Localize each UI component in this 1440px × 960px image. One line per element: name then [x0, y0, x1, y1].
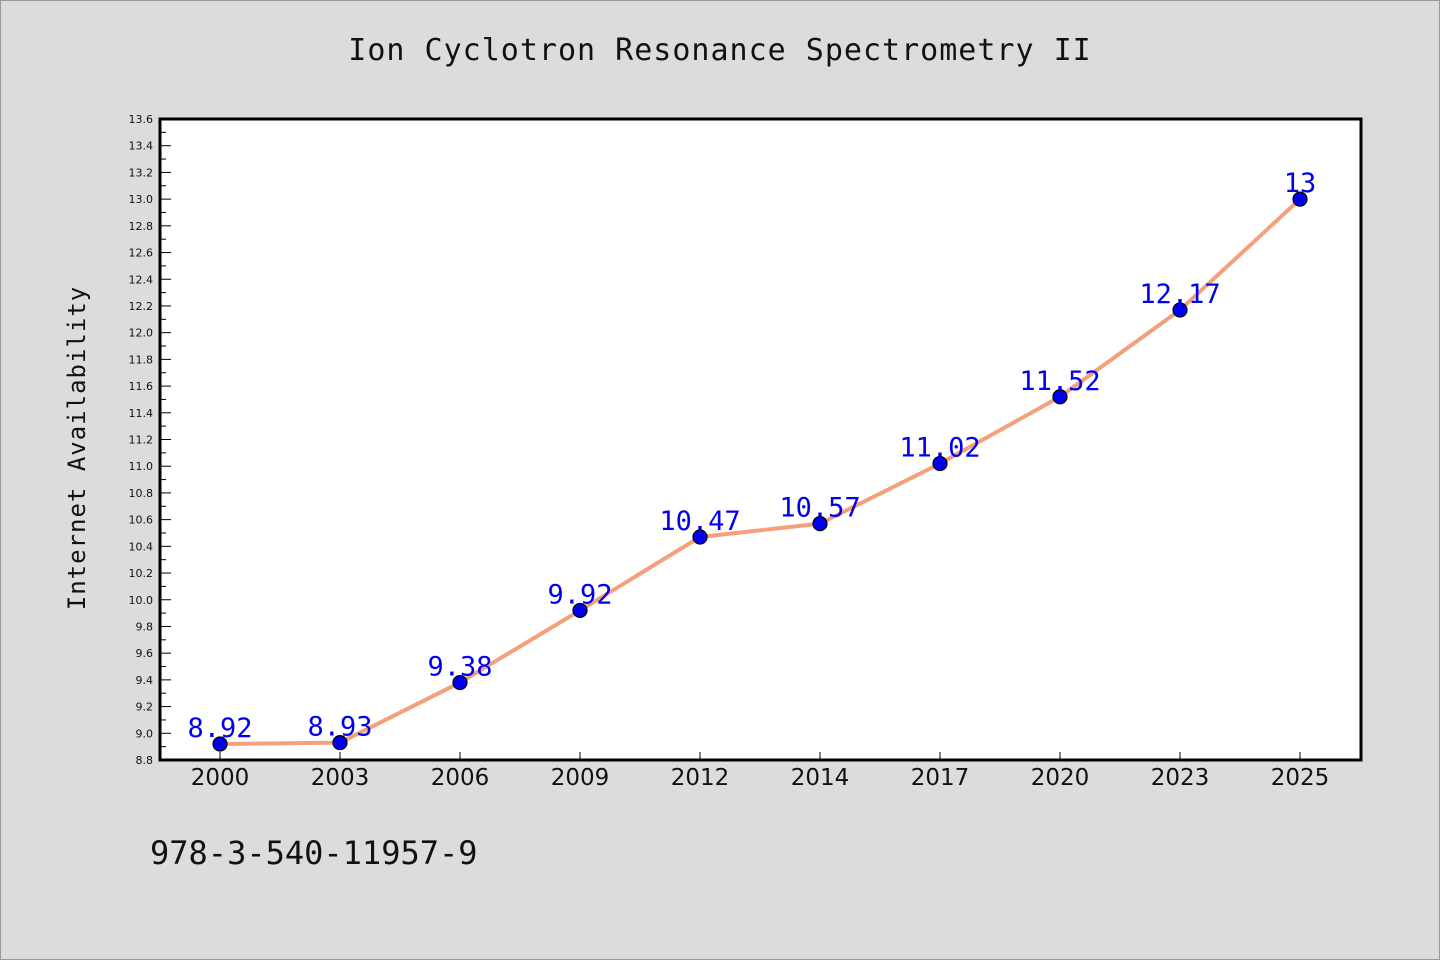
y-tick-label: 12.2: [129, 300, 154, 313]
series-0: 8.92 8.93 9.38 9.92 10.47 10.57 11.02 11.52 12.1…: [187, 168, 1317, 752]
y-tick-label: 9.6: [136, 647, 154, 660]
data-point: [692, 529, 708, 545]
chart-title: Ion Cyclotron Resonance Spectrometry II: [348, 33, 1092, 68]
data-point: [812, 516, 828, 532]
y-tick-label: 9.0: [136, 727, 154, 740]
data-label: 8.93: [307, 712, 372, 743]
data-label: 11.02: [899, 433, 980, 464]
series-line: [218, 197, 1302, 746]
y-tick-label: 13.6: [129, 113, 154, 126]
y-axis: 8.8 9.0 9.2 9.4 9.6 9.8 10.0 10.2 10.4 10.6 10.8 11…: [129, 113, 171, 767]
y-tick-label: 12.0: [129, 327, 154, 340]
data-label: 9.38: [427, 652, 492, 683]
data-label: 8.92: [187, 713, 252, 744]
data-label: 12.17: [1139, 279, 1220, 310]
data-label: 13: [1284, 168, 1317, 199]
y-tick-label: 12.6: [129, 247, 154, 260]
x-tick-label: 2023: [1151, 765, 1210, 791]
y-tick-label: 11.6: [129, 380, 154, 393]
data-label: 9.92: [547, 579, 612, 610]
y-tick-label: 9.4: [136, 674, 154, 687]
data-label: 11.52: [1019, 366, 1100, 397]
x-tick-label: 2006: [431, 765, 490, 791]
y-tick-label: 12.8: [129, 220, 154, 233]
data-label: 10.47: [659, 506, 740, 537]
plot-area: [160, 119, 1361, 760]
data-point: [1052, 389, 1068, 405]
y-tick-label: 10.2: [129, 567, 154, 580]
x-tick-label: 2014: [791, 765, 850, 791]
y-tick-label: 13.2: [129, 166, 154, 179]
x-tick-label: 2020: [1031, 765, 1090, 791]
x-tick-label: 2009: [551, 765, 610, 791]
data-point: [212, 736, 228, 752]
y-tick-label: 10.0: [129, 594, 154, 607]
y-tick-label: 13.4: [129, 140, 154, 153]
x-axis: 2000 2003 2006 2009 2012 2014 2017 2020 2023 2025: [191, 752, 1330, 791]
y-tick-label: 12.4: [129, 273, 154, 286]
data-point: [1172, 302, 1188, 318]
y-tick-label: 11.0: [129, 460, 154, 473]
plot-border: [158, 117, 1363, 762]
x-tick-label: 2012: [671, 765, 730, 791]
y-tick-label: 11.4: [129, 407, 154, 420]
y-tick-label: 10.4: [129, 540, 154, 553]
x-tick-label: 2000: [191, 765, 250, 791]
data-point: [452, 674, 468, 691]
footnote-isbn: 978-3-540-11957-9: [150, 834, 478, 872]
y-tick-label: 8.8: [136, 754, 154, 767]
y-tick-label: 10.6: [129, 514, 154, 527]
y-tick-label: 11.2: [129, 434, 154, 447]
data-point: [572, 602, 588, 619]
x-tick-label: 2025: [1271, 765, 1330, 791]
y-tick-label: 9.2: [136, 701, 154, 714]
data-label: 10.57: [779, 493, 860, 524]
data-point: [332, 735, 348, 751]
y-tick-label: 9.8: [136, 620, 154, 633]
y-tick-label: 10.8: [129, 487, 154, 500]
data-point: [932, 455, 948, 472]
data-point: [1292, 191, 1308, 207]
x-tick-label: 2017: [911, 765, 970, 791]
y-tick-label: 11.8: [129, 353, 154, 366]
x-tick-label: 2003: [311, 765, 370, 791]
y-tick-label: 13.0: [129, 193, 154, 206]
